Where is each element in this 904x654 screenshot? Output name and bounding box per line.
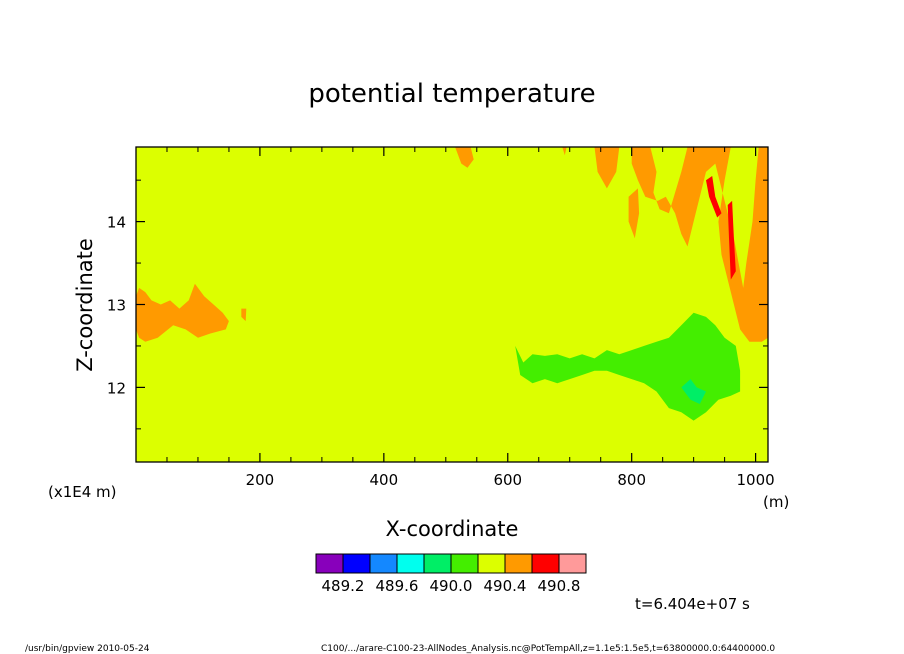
colorbar: 489.2 489.6 490.0 490.4 490.8 — [315, 553, 587, 595]
x-tick-label: 400 — [370, 471, 399, 489]
colorbar-label: 490.8 — [538, 577, 581, 595]
colorbar-swatch-7 — [477, 553, 506, 574]
colorbar-swatch-4 — [396, 553, 425, 574]
plot-area — [135, 146, 769, 463]
x-tick-label: 600 — [493, 471, 522, 489]
contour-region-5 — [594, 147, 620, 189]
time-label: t=6.404e+07 s — [635, 595, 750, 613]
contour-region-2 — [241, 308, 247, 322]
plot-background — [136, 147, 768, 462]
contour-region-9 — [681, 379, 706, 404]
contour-region-1 — [136, 283, 229, 342]
colorbar-swatch-9 — [531, 553, 560, 574]
y-tick-label: 12 — [107, 379, 126, 397]
y-axis-label: Z-coordinate — [73, 238, 97, 372]
colorbar-label: 489.6 — [376, 577, 419, 595]
x-tick-label: 800 — [617, 471, 646, 489]
y-tick-label: 13 — [107, 297, 126, 315]
x-axis-ticks: 200 400 600 800 1000 — [166, 147, 775, 489]
y-tick-label: 14 — [107, 214, 126, 232]
footer-file-path: C100/.../arare-C100-23-AllNodes_Analysis… — [321, 644, 775, 654]
colorbar-label: 490.4 — [484, 577, 527, 595]
colorbar-swatch-1 — [315, 553, 344, 574]
colorbar-swatch-8 — [504, 553, 533, 574]
x-axis-label: X-coordinate — [386, 517, 519, 541]
contour-region-8 — [515, 312, 741, 421]
x-axis-unit: (m) — [763, 493, 789, 511]
contour-region-3 — [455, 147, 474, 168]
footer-command: /usr/bin/gpview 2010-05-24 — [25, 644, 150, 654]
x-tick-label: 200 — [246, 471, 275, 489]
colorbar-label: 489.2 — [322, 577, 365, 595]
colorbar-label: 490.0 — [430, 577, 473, 595]
contour-region-11 — [727, 200, 736, 280]
colorbar-swatch-2 — [342, 553, 371, 574]
colorbar-swatch-6 — [450, 553, 479, 574]
chart-title: potential temperature — [308, 79, 595, 109]
x-tick-label: 1000 — [737, 471, 775, 489]
contour-region-4 — [562, 147, 567, 156]
contour-region-6 — [631, 147, 768, 342]
colorbar-swatch-10 — [558, 553, 587, 574]
contour-region-7 — [628, 188, 640, 239]
y-axis-unit: (x1E4 m) — [48, 483, 117, 501]
y-axis-ticks: 12 13 14 — [107, 179, 768, 430]
contour-region-10 — [706, 176, 722, 218]
colorbar-swatch-5 — [423, 553, 452, 574]
colorbar-swatch-3 — [369, 553, 398, 574]
contour-regions — [136, 147, 768, 421]
